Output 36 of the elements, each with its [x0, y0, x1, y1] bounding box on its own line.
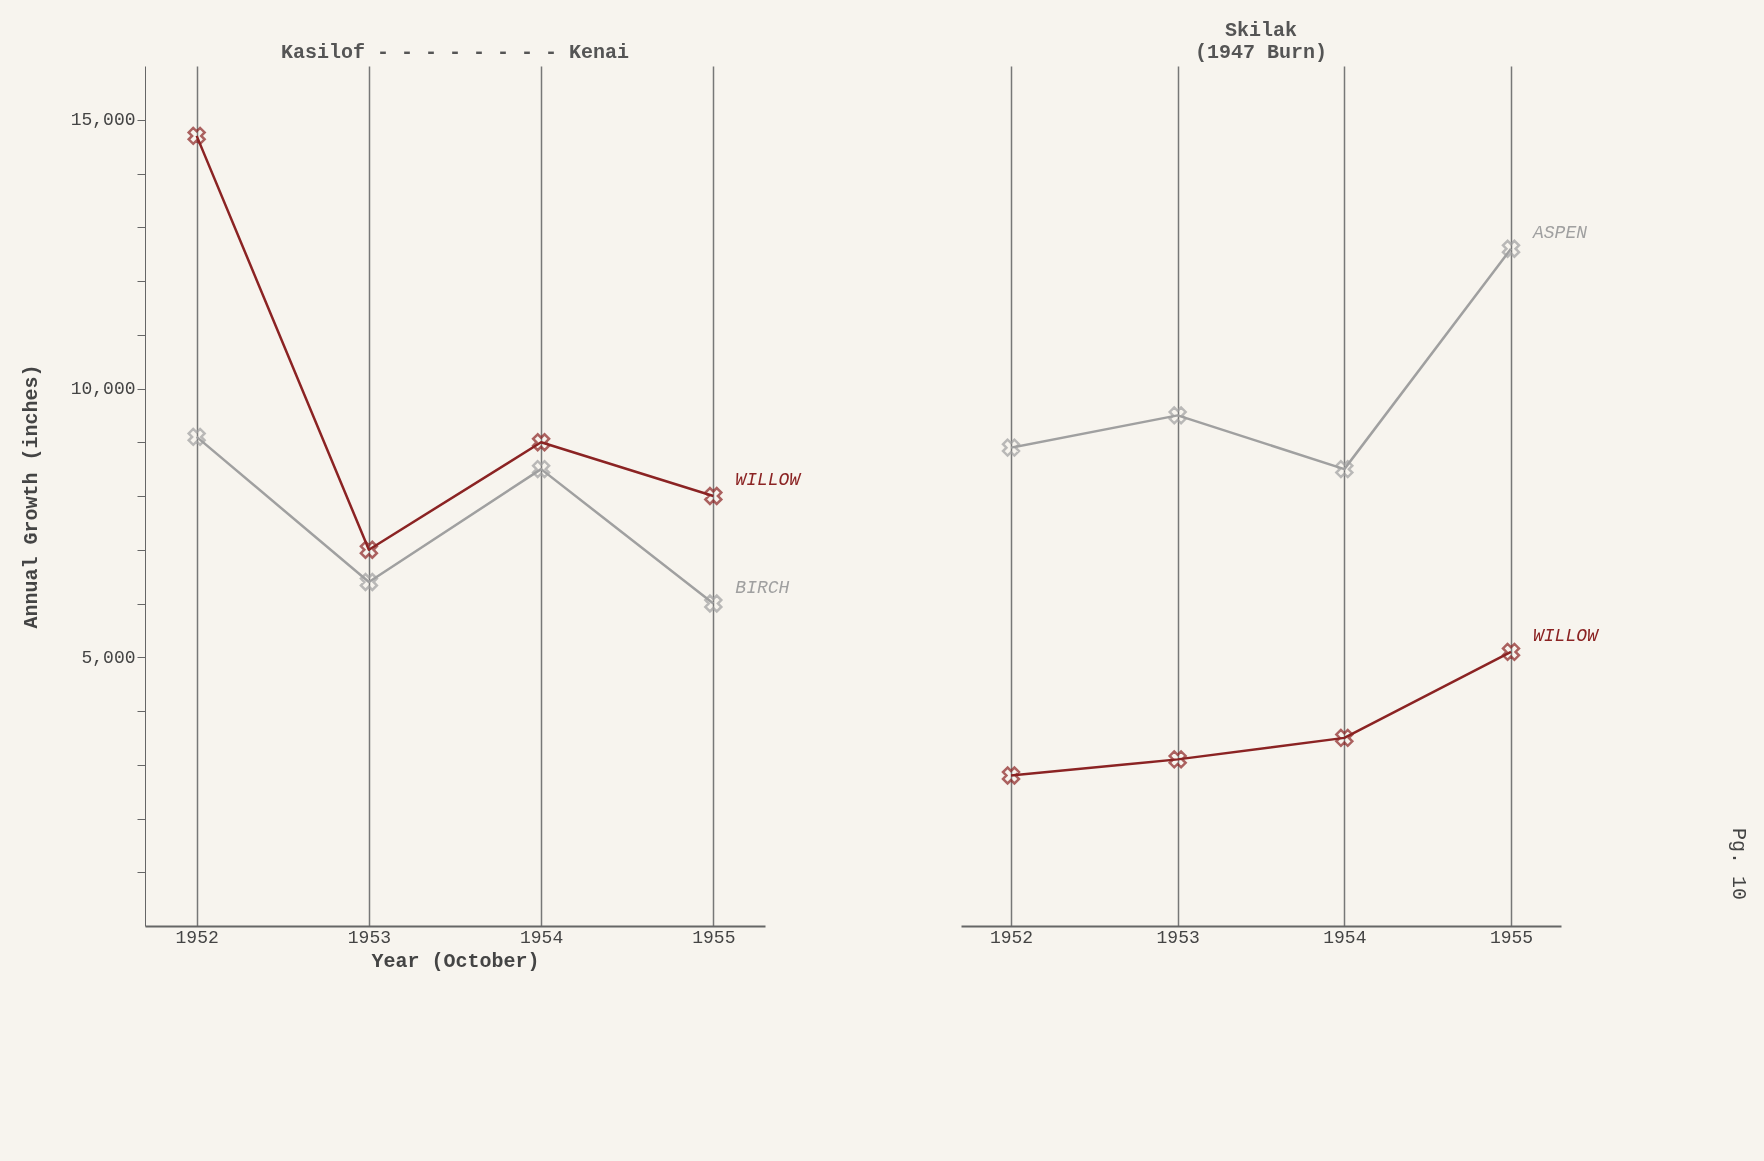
x-tick-label: 1953	[1156, 927, 1200, 948]
point	[1001, 766, 1021, 785]
point	[1168, 406, 1187, 425]
point	[1168, 750, 1187, 769]
point	[1501, 239, 1521, 258]
y-tick-label: 10,000	[70, 379, 136, 399]
y-tick-label: 15,000	[70, 110, 136, 131]
y-tick-label: 5,000	[81, 647, 136, 668]
x-tick-label: 1955	[1489, 927, 1534, 948]
point	[187, 126, 206, 146]
point	[1501, 642, 1521, 662]
x-tick-label: 1952	[175, 927, 219, 948]
x-tick-label: 1953	[347, 927, 391, 948]
x-tick-label: 1955	[692, 927, 736, 948]
chart-title: Kasilof - - - - - - - - Kenai	[280, 41, 630, 64]
x-tick-label: 1954	[1323, 927, 1367, 948]
series-label: WILLOW	[1533, 625, 1601, 646]
x-tick-label: 1954	[520, 927, 564, 948]
point	[187, 427, 206, 447]
point	[531, 433, 551, 452]
point	[359, 540, 379, 559]
point	[359, 572, 379, 592]
x-axis-title: Year (October)	[371, 949, 540, 973]
y-axis-title: Annual Growth (inches)	[19, 364, 43, 629]
point	[1335, 459, 1354, 479]
point	[704, 594, 723, 613]
point	[1335, 728, 1354, 748]
series-label: WILLOW	[735, 470, 803, 490]
series-label: ASPEN	[1532, 222, 1588, 243]
point	[704, 486, 723, 506]
series-label: BIRCH	[735, 577, 790, 598]
point	[531, 459, 551, 479]
chart-title: Skilak (1947 Burn)	[1194, 19, 1328, 64]
x-tick-label: 1952	[989, 927, 1034, 948]
text: Pg. 10	[1727, 827, 1750, 900]
point	[1001, 438, 1021, 457]
